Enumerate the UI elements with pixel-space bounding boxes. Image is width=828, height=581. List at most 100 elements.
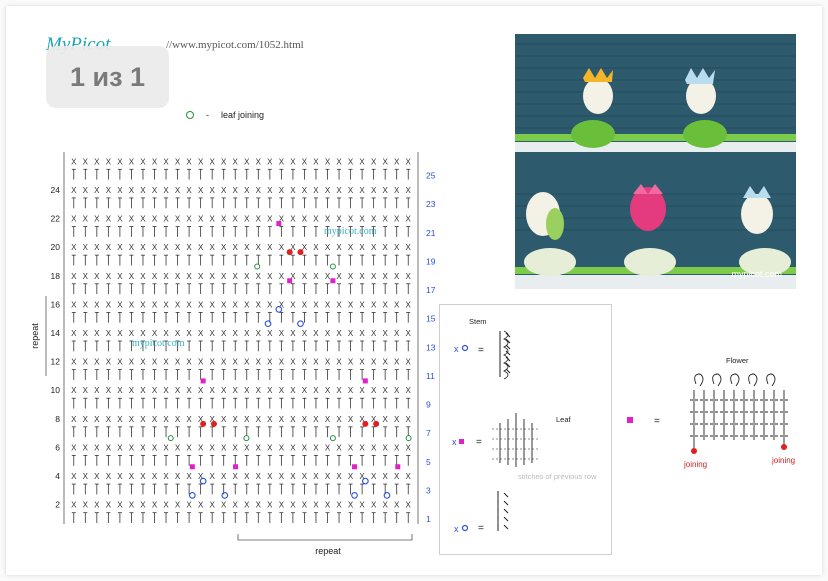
row-number-left: 12	[51, 357, 61, 367]
stitch-sc: X	[394, 272, 400, 281]
stitch-sc: X	[394, 243, 400, 252]
stitch-sc: X	[233, 272, 239, 281]
leaf-marker	[276, 221, 282, 227]
stitch-sc: X	[233, 386, 239, 395]
stitch-sc: X	[140, 186, 146, 195]
stem-marker	[297, 320, 304, 328]
stitch-sc: X	[244, 415, 250, 424]
stitch-sc: X	[348, 386, 354, 395]
stitch-sc: X	[117, 501, 123, 510]
stitch-sc: X	[94, 157, 100, 166]
stitch-sc: X	[129, 443, 135, 452]
stitch-sc: X	[163, 501, 169, 510]
stitch-sc: X	[129, 329, 135, 338]
stitch-sc: X	[279, 215, 285, 224]
stitch-sc: X	[106, 300, 112, 309]
stem-symbol-icon-2: x	[454, 524, 469, 534]
stitch-sc: X	[71, 329, 77, 338]
row-number-left: 2	[55, 500, 60, 510]
stitch-sc: X	[359, 157, 365, 166]
stitch-sc: X	[106, 358, 112, 367]
stitch-sc: X	[71, 501, 77, 510]
stitch-sc: X	[290, 215, 296, 224]
stitch-sc: X	[267, 300, 273, 309]
stitch-sc: X	[140, 415, 146, 424]
stitch-sc: X	[256, 358, 262, 367]
stitch-sc: X	[371, 272, 377, 281]
stitch-sc: X	[117, 157, 123, 166]
stitch-sc: X	[186, 415, 192, 424]
stitch-sc: X	[209, 300, 215, 309]
stitch-sc: X	[163, 215, 169, 224]
stitch-sc: X	[359, 272, 365, 281]
stitch-sc: X	[163, 415, 169, 424]
stitch-sc: X	[313, 272, 319, 281]
stitch-sc: X	[244, 329, 250, 338]
stitch-sc: X	[394, 386, 400, 395]
leaf-joining-marker	[167, 435, 174, 442]
stitch-sc: X	[371, 329, 377, 338]
stitch-sc: X	[163, 272, 169, 281]
svg-text:x: x	[454, 344, 459, 354]
stitch-sc: X	[209, 215, 215, 224]
stitch-sc: X	[117, 215, 123, 224]
stitch-sc: X	[221, 386, 227, 395]
stitch-sc: X	[152, 215, 158, 224]
stitch-sc: X	[359, 329, 365, 338]
tulip-bottom-center	[624, 184, 676, 276]
source-url: //www.mypicot.com/1052.html	[166, 39, 304, 51]
stitch-sc: X	[348, 243, 354, 252]
row-number-right: 7	[426, 428, 431, 438]
stitch-sc: X	[348, 300, 354, 309]
stitch-sc: X	[290, 157, 296, 166]
row-number-right: 15	[426, 314, 436, 324]
legend-text: leaf joining	[221, 110, 265, 120]
stitch-sc: X	[129, 358, 135, 367]
stitch-sc: X	[117, 272, 123, 281]
stitch-sc: X	[129, 300, 135, 309]
stitch-sc: X	[256, 443, 262, 452]
stitch-sc: X	[94, 443, 100, 452]
stitch-sc: X	[198, 300, 204, 309]
stitch-sc: X	[83, 443, 89, 452]
stitch-sc: X	[313, 215, 319, 224]
stitch-sc: X	[163, 329, 169, 338]
page-counter[interactable]: 1 из 1	[46, 46, 169, 108]
stitch-sc: X	[244, 243, 250, 252]
stitch-sc: X	[336, 215, 342, 224]
legend-dash: -	[206, 110, 209, 120]
stitch-sc: X	[406, 329, 412, 338]
row-number-right: 23	[426, 199, 436, 209]
stitch-sc: X	[175, 272, 181, 281]
stitch-sc: X	[336, 300, 342, 309]
stitch-sc: X	[382, 358, 388, 367]
stitch-sc: X	[71, 157, 77, 166]
stitch-sc: X	[256, 215, 262, 224]
stitch-sc: X	[348, 443, 354, 452]
stitch-sc: X	[244, 272, 250, 281]
stitch-sc: X	[382, 215, 388, 224]
flower-join-marker	[373, 420, 380, 427]
stitch-sc: X	[371, 300, 377, 309]
stitch-sc: X	[152, 415, 158, 424]
stem-symbol-icon: x	[454, 344, 469, 354]
stitch-sc: X	[186, 358, 192, 367]
stitch-sc: X	[325, 215, 331, 224]
leaf-marker	[352, 464, 358, 470]
flower-join-marker	[210, 420, 217, 427]
stitch-sc: X	[209, 443, 215, 452]
stitch-sc: X	[129, 243, 135, 252]
stitch-sc: X	[359, 443, 365, 452]
row-number-left: 24	[51, 185, 61, 195]
stitch-sc: X	[336, 272, 342, 281]
stitch-sc: X	[129, 186, 135, 195]
leaf-diagram-icon	[492, 413, 540, 467]
stitch-sc: X	[140, 443, 146, 452]
stitch-sc: X	[290, 472, 296, 481]
crochet-chart: X X X X X X X X X X X X X X X X X X X X X X X X X X X X X XX X X X X X X X X X…	[32, 152, 436, 556]
previous-row-note: stitches of previous row	[518, 472, 597, 481]
svg-text:x: x	[452, 437, 457, 447]
stitch-sc: X	[325, 415, 331, 424]
tulip-bottom-right	[739, 186, 791, 276]
stitch-sc: X	[394, 186, 400, 195]
